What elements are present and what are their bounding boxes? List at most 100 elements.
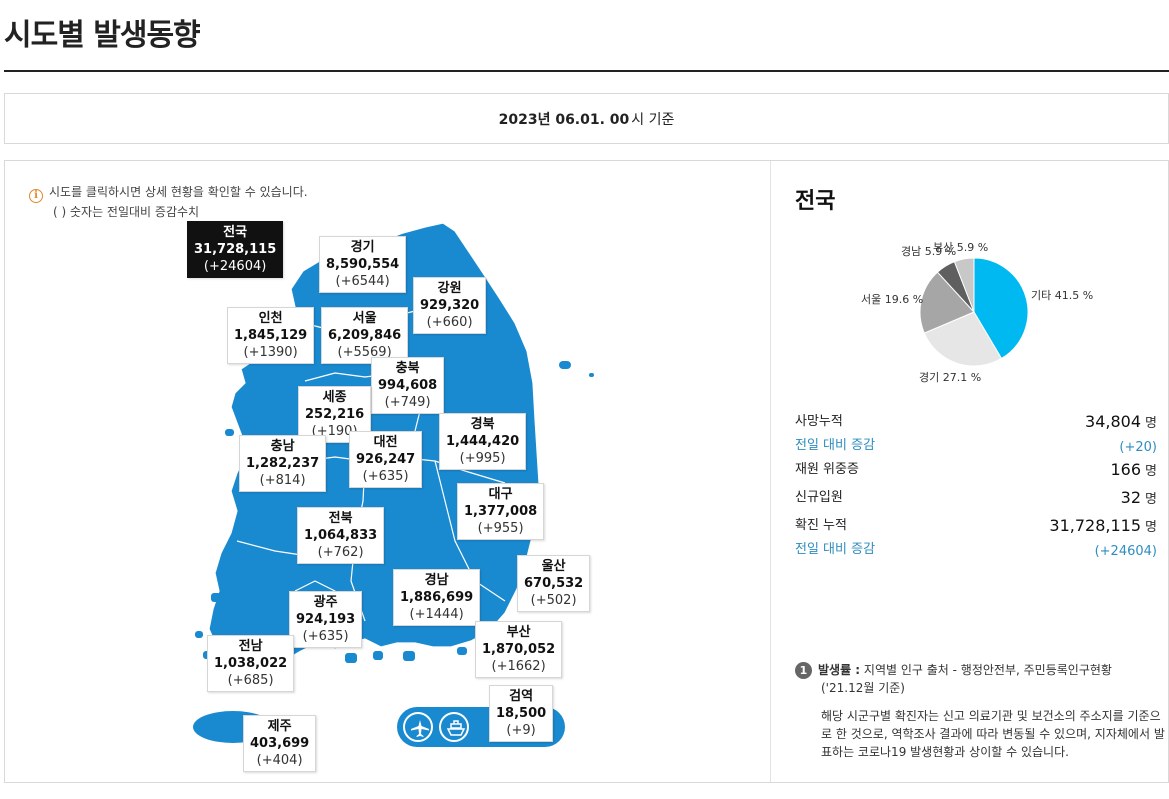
region-total: 926,247 (356, 452, 416, 467)
region-name: 충남 (270, 439, 295, 454)
page-title: 시도별 발생동향 (4, 18, 201, 53)
region-diff: (+404) (256, 753, 303, 768)
date-suffix: 시 기준 (631, 111, 675, 128)
footnote-source: 지역별 인구 출처 - 행정안전부, 주민등록인구현황 (860, 663, 1112, 677)
stat-confirmed: 확진 누적 31,728,115 명 (795, 513, 1157, 535)
date-value: 2023년 06.01. 00 (498, 111, 630, 128)
region-name: 강원 (437, 281, 462, 296)
region-total: 8,590,554 (326, 257, 400, 272)
notice-subtext: ( ) 숫자는 전일대비 증감수치 (53, 205, 200, 219)
region-total: 994,608 (378, 378, 438, 393)
region-gangwon[interactable]: 강원 929,320 (+660) (413, 277, 487, 334)
region-gyeonggi[interactable]: 경기 8,590,554 (+6544) (319, 236, 407, 293)
region-chungbuk[interactable]: 충북 994,608 (+749) (371, 357, 445, 414)
region-quarantine[interactable]: 검역 18,500 (+9) (489, 685, 554, 742)
region-daejeon[interactable]: 대전 926,247 (+635) (349, 431, 423, 488)
region-name: 광주 (313, 595, 338, 610)
region-name: 경남 (424, 573, 449, 588)
island-shape (457, 647, 467, 655)
region-name: 울산 (541, 559, 566, 574)
stat-value: 32 명 (1120, 488, 1157, 507)
region-diff: (+955) (477, 521, 524, 536)
region-name: 대구 (488, 487, 513, 502)
island-shape (195, 631, 203, 638)
region-busan[interactable]: 부산 1,870,052 (+1662) (475, 621, 563, 678)
region-total: 1,064,833 (304, 528, 378, 543)
island-shape (225, 429, 234, 436)
region-diff: (+660) (426, 315, 473, 330)
region-diff: (+9) (506, 723, 536, 738)
region-diff: (+1444) (409, 607, 464, 622)
dokdo-island (589, 373, 594, 377)
region-name: 경기 (350, 240, 375, 255)
island-shape (373, 651, 383, 660)
ship-icon (439, 712, 469, 742)
region-total: 18,500 (496, 706, 547, 721)
stat-value: 31,728,115 명 (1049, 516, 1157, 535)
stat-confirmed-diff: 전일 대비 증감 (+24604) (795, 537, 1157, 559)
stat-label: 전일 대비 증감 (795, 438, 876, 453)
region-chungnam[interactable]: 충남 1,282,237 (+814) (239, 435, 327, 492)
stat-value: (+20) (1119, 440, 1157, 455)
region-daegu[interactable]: 대구 1,377,008 (+955) (457, 483, 545, 540)
stat-deaths-diff: 전일 대비 증감 (+20) (795, 433, 1157, 455)
region-seoul[interactable]: 서울 6,209,846 (+5569) (321, 307, 409, 364)
info-icon: i (29, 189, 43, 203)
pie-label-seoul: 서울 19.6 % (861, 293, 924, 306)
region-diff: (+5569) (337, 345, 392, 360)
pie-slice-1 (973, 257, 1029, 360)
region-diff: (+635) (362, 469, 409, 484)
region-total: 31,728,115 (194, 242, 277, 257)
footnote-body: 해당 시군구별 확진자는 신고 의료기관 및 보건소의 주소지를 기준으로 한 … (821, 709, 1165, 759)
region-diff: (+1662) (491, 659, 546, 674)
pie-label-gita: 기타 41.5 % (1031, 289, 1094, 302)
pie-label-busan: 부산 5.9 % (933, 241, 989, 254)
region-jeju[interactable]: 제주 403,699 (+404) (243, 715, 317, 772)
region-total: 929,320 (420, 298, 480, 313)
region-total: 403,699 (250, 736, 310, 751)
stat-label: 전일 대비 증감 (795, 542, 876, 557)
region-name: 부산 (506, 625, 531, 640)
region-diff: (+762) (317, 545, 364, 560)
region-jeonbuk[interactable]: 전북 1,064,833 (+762) (297, 507, 385, 564)
footnote-date: ('21.12월 기준) (821, 681, 905, 695)
region-jeonnam[interactable]: 전남 1,038,022 (+685) (207, 635, 295, 692)
region-gyeongbuk[interactable]: 경북 1,444,420 (+995) (439, 413, 527, 470)
region-diff: (+502) (530, 593, 577, 608)
region-diff: (+995) (459, 451, 506, 466)
island-shape (211, 593, 221, 602)
airplane-icon (403, 712, 433, 742)
panel-divider (770, 161, 771, 782)
date-banner: 2023년 06.01. 00 시 기준 (4, 93, 1169, 144)
title-divider (4, 70, 1169, 72)
region-name: 제주 (267, 719, 292, 734)
main-panel: i 시도를 클릭하시면 상세 현황을 확인할 수 있습니다. ( ) 숫자는 전일… (4, 160, 1169, 783)
notice-text: 시도를 클릭하시면 상세 현황을 확인할 수 있습니다. (49, 185, 308, 199)
region-total: 252,216 (305, 407, 365, 422)
region-total: 1,282,237 (246, 456, 320, 471)
region-national[interactable]: 전국 31,728,115 (+24604) (187, 221, 284, 278)
region-gwangju[interactable]: 광주 924,193 (+635) (289, 591, 363, 648)
region-diff: (+24604) (203, 259, 267, 274)
stat-value: 166 명 (1110, 460, 1157, 479)
region-total: 1,845,129 (234, 328, 308, 343)
region-gyeongnam[interactable]: 경남 1,886,699 (+1444) (393, 569, 481, 626)
footnote-number-badge: 1 (795, 662, 812, 679)
stat-label: 재원 위중증 (795, 462, 859, 477)
region-name: 전남 (238, 639, 263, 654)
region-name: 서울 (352, 311, 377, 326)
stat-label: 확진 누적 (795, 518, 847, 533)
region-name: 인천 (258, 311, 283, 326)
stat-value: (+24604) (1094, 544, 1157, 559)
stat-label: 신규입원 (795, 490, 843, 505)
side-panel-title: 전국 (795, 189, 836, 214)
region-name: 대전 (373, 435, 398, 450)
region-name: 세종 (322, 390, 347, 405)
pie-slice-5 (953, 257, 975, 313)
footnote: 1 발생률 : 지역별 인구 출처 - 행정안전부, 주민등록인구현황 ('21.… (795, 661, 1165, 761)
pie-chart (919, 257, 1029, 367)
region-incheon[interactable]: 인천 1,845,129 (+1390) (227, 307, 315, 364)
region-diff: (+1390) (243, 345, 298, 360)
region-total: 924,193 (296, 612, 356, 627)
region-ulsan[interactable]: 울산 670,532 (+502) (517, 555, 591, 612)
